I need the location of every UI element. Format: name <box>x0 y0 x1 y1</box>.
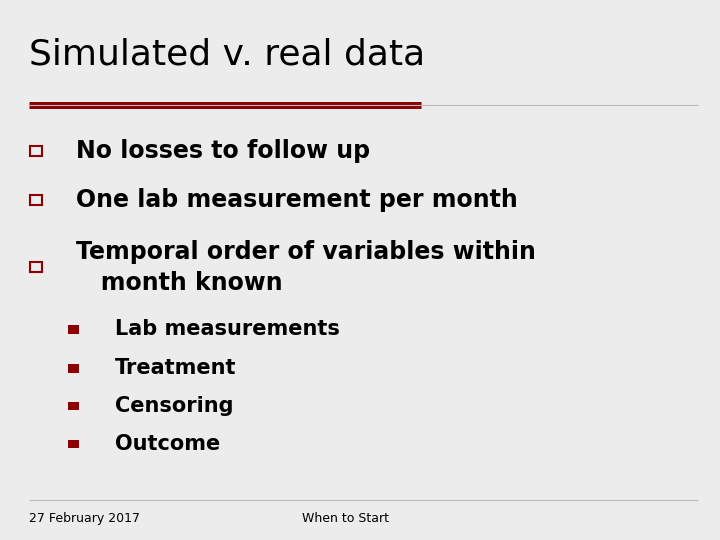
Text: Temporal order of variables within
   month known: Temporal order of variables within month… <box>76 240 536 295</box>
Text: 27 February 2017: 27 February 2017 <box>29 512 140 525</box>
FancyBboxPatch shape <box>68 364 78 373</box>
FancyBboxPatch shape <box>68 440 78 448</box>
Text: One lab measurement per month: One lab measurement per month <box>76 188 518 212</box>
FancyBboxPatch shape <box>30 195 42 205</box>
Text: Treatment: Treatment <box>115 358 237 379</box>
FancyBboxPatch shape <box>68 402 78 410</box>
FancyBboxPatch shape <box>68 325 78 334</box>
Text: Censoring: Censoring <box>115 396 234 416</box>
FancyBboxPatch shape <box>30 146 42 156</box>
FancyBboxPatch shape <box>30 262 42 272</box>
Text: No losses to follow up: No losses to follow up <box>76 139 370 163</box>
Text: When to Start: When to Start <box>302 512 390 525</box>
Text: Simulated v. real data: Simulated v. real data <box>29 38 425 72</box>
Text: Lab measurements: Lab measurements <box>115 319 340 340</box>
Text: Outcome: Outcome <box>115 434 220 454</box>
